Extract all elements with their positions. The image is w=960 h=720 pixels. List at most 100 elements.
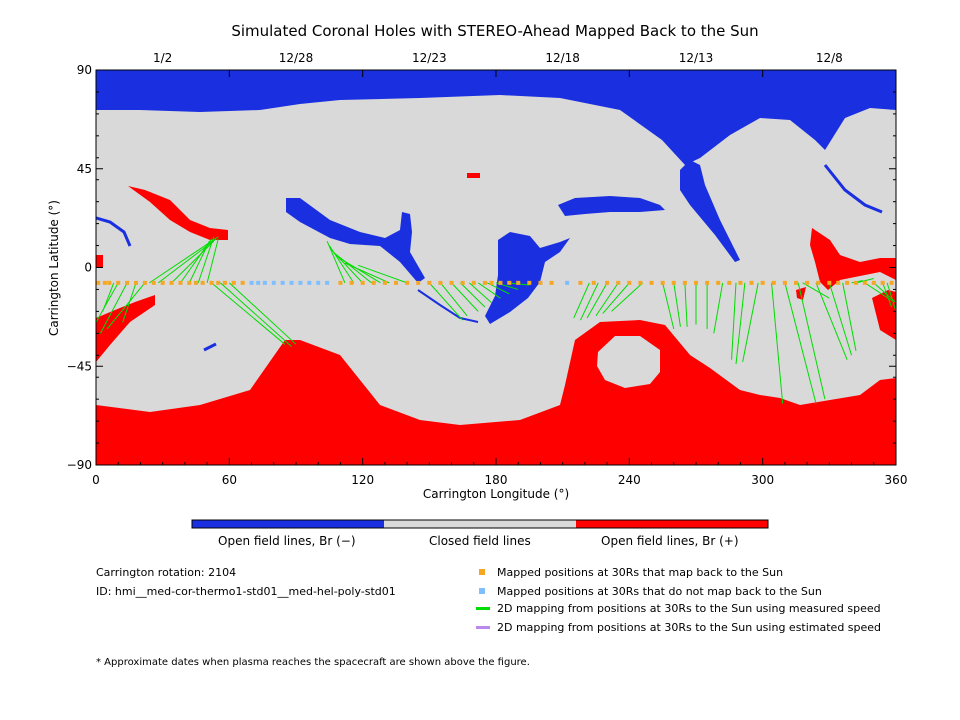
measured-speed-line	[602, 282, 630, 314]
mapped-point	[538, 280, 543, 285]
mapped-point	[405, 280, 410, 285]
unmapped-point	[256, 280, 261, 285]
measured-speed-line	[784, 282, 817, 404]
negative-hole-lobe-2	[485, 232, 570, 324]
mapped-point	[507, 280, 512, 285]
top-date-label: 12/8	[816, 51, 843, 65]
legend-label-unmapped: Mapped positions at 30Rs that do not map…	[497, 585, 822, 598]
mapped-point	[349, 280, 354, 285]
positive-hole-lobe-upper-left	[128, 186, 228, 240]
measured-speed-line	[731, 282, 737, 360]
measured-speed-line	[326, 240, 346, 284]
mapped-point	[200, 280, 205, 285]
mapped-point	[96, 280, 101, 285]
legend-swatch-unmapped	[479, 588, 485, 594]
mapped-point	[371, 280, 376, 285]
mapped-point	[705, 280, 710, 285]
unmapped-point	[307, 280, 312, 285]
measured-speed-line	[340, 258, 381, 284]
mapped-point	[649, 280, 654, 285]
mapped-point	[760, 280, 765, 285]
mapped-point	[805, 280, 810, 285]
unmapped-point	[262, 280, 267, 285]
mapped-point	[489, 280, 494, 285]
mapped-point	[862, 280, 867, 285]
measured-speed-line	[102, 282, 115, 312]
colorbar-label-positive: Open field lines, Br (+)	[601, 534, 739, 548]
y-tick-label: −90	[67, 458, 92, 472]
mapped-point	[116, 280, 121, 285]
mapped-point	[209, 280, 214, 285]
footnote: * Approximate dates when plasma reaches …	[96, 657, 530, 668]
unmapped-point	[249, 280, 254, 285]
mapped-point	[231, 280, 236, 285]
mapped-point	[694, 280, 698, 285]
unmapped-point	[565, 280, 570, 285]
measured-speed-lines	[96, 236, 896, 404]
measured-speed-line	[684, 282, 688, 327]
top-date-label: 12/18	[545, 51, 580, 65]
measured-speed-line	[742, 282, 759, 362]
mapped-point	[160, 280, 165, 285]
north-polar-negative-hole	[96, 70, 896, 165]
measured-speed-line	[886, 282, 896, 312]
mapped-point	[107, 280, 112, 285]
x-tick-label: 300	[751, 473, 774, 487]
x-tick-label: 60	[222, 473, 237, 487]
mapped-point	[338, 280, 343, 285]
measured-speed-line	[842, 282, 857, 351]
mapped-point	[482, 280, 487, 285]
x-axis-ticks: 0 60 120 180 240 300 360	[92, 70, 907, 487]
mapped-point	[460, 280, 465, 285]
measured-speed-line	[828, 282, 853, 356]
mapped-point	[449, 280, 454, 285]
positive-hole-lobe-west	[96, 295, 155, 362]
mapped-point	[591, 280, 596, 285]
legend-label-estimated: 2D mapping from positions at 30Rs to the…	[497, 621, 882, 634]
legend-label-mapped: Mapped positions at 30Rs that map back t…	[497, 566, 784, 579]
mapped-point	[427, 280, 432, 285]
mapped-point	[827, 280, 832, 285]
mapped-point	[360, 280, 365, 285]
mapped-point	[134, 280, 138, 285]
colorbar	[191, 519, 769, 529]
measured-speed-line	[220, 282, 292, 347]
measured-speed-line	[586, 282, 608, 319]
colorbar-frame	[191, 519, 769, 529]
model-id: ID: hmi__med-cor-thermo1-std01__med-hel-…	[96, 585, 396, 598]
mapped-point	[794, 280, 798, 285]
mapped-point	[671, 280, 676, 285]
negative-hole-small-1	[96, 216, 132, 247]
x-tick-label: 0	[92, 473, 100, 487]
x-axis-label: Carrington Longitude (°)	[423, 487, 569, 501]
mapped-point	[125, 280, 130, 285]
positive-hole-small-1	[96, 255, 103, 268]
measured-speed-line	[96, 282, 119, 323]
mapped-point	[738, 280, 743, 285]
measured-speed-line	[100, 282, 128, 334]
legend-label-measured: 2D mapping from positions at 30Rs to the…	[497, 602, 881, 615]
x-tick-label: 120	[351, 473, 374, 487]
mapped-point	[187, 280, 192, 285]
positive-hole-cutout	[597, 336, 660, 388]
mapped-point	[816, 280, 821, 285]
mapped-point	[889, 280, 894, 285]
x-tick-label: 240	[618, 473, 641, 487]
mapped-point	[578, 280, 583, 285]
y-axis-label: Carrington Latitude (°)	[47, 200, 61, 336]
negative-hole-lobe-1	[286, 198, 425, 283]
mapped-point	[178, 280, 183, 285]
measured-speed-line	[197, 236, 215, 284]
mapped-point	[727, 280, 732, 285]
mapped-point	[871, 280, 876, 285]
mapped-point	[194, 280, 198, 285]
measured-speed-line	[171, 240, 215, 284]
x-tick-label: 180	[485, 473, 508, 487]
unmapped-point	[325, 280, 330, 285]
measured-speed-line	[451, 282, 479, 312]
unmapped-point	[271, 280, 276, 285]
mapped-point	[749, 280, 754, 285]
mapped-point	[498, 280, 503, 285]
measured-speed-line	[188, 240, 210, 284]
